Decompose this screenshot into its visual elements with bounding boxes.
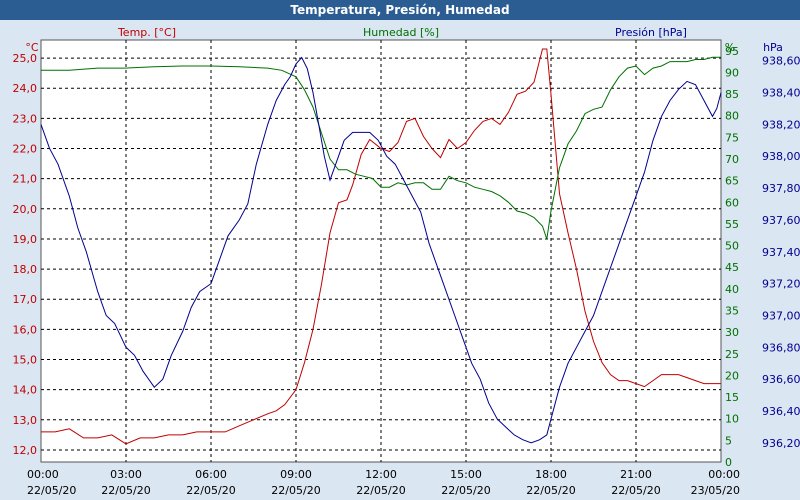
tick-label-time: 00:00 — [27, 468, 59, 481]
chart: 12,0 13,0 14,0 15,0 16,0 17,0 18,0 19,0 20,0 21,0… — [13, 26, 800, 497]
tick-label-humidity: 0 — [725, 456, 732, 469]
tick-label-humidity: 5 — [725, 434, 732, 447]
tick-label-temp: 18,0 — [13, 263, 38, 276]
tick-label-date: 22/05/20 — [611, 484, 660, 497]
tick-label-humidity: 20 — [725, 369, 739, 382]
legend-humidity: Humedad [%] — [363, 26, 439, 39]
tick-label-humidity: 45 — [725, 261, 739, 274]
tick-label-humidity: 25 — [725, 348, 739, 361]
grid — [41, 40, 721, 462]
tick-label-temp: 25,0 — [13, 52, 38, 65]
series-line-pressure — [40, 56, 722, 444]
tick-label-time: 21:00 — [620, 468, 652, 481]
tick-label-temp: 24,0 — [13, 82, 38, 95]
right-axis-unit-humidity: % — [725, 41, 735, 54]
tick-label-humidity: 50 — [725, 240, 739, 253]
tick-label-humidity: 75 — [725, 131, 739, 144]
tick-label-pressure: 936,40 — [762, 405, 800, 418]
tick-label-date: 22/05/20 — [271, 484, 320, 497]
tick-label-humidity: 35 — [725, 305, 739, 318]
tick-label-humidity: 90 — [725, 66, 739, 79]
tick-label-temp: 22,0 — [13, 143, 38, 156]
tick-label-pressure: 937,20 — [762, 278, 800, 291]
tick-label-pressure: 937,60 — [762, 214, 800, 227]
tick-label-temp: 14,0 — [13, 384, 38, 397]
tick-label-time: 18:00 — [535, 468, 567, 481]
tick-label-temp: 15,0 — [13, 354, 38, 367]
tick-label-pressure: 938,20 — [762, 118, 800, 131]
tick-label-date: 22/05/20 — [27, 484, 76, 497]
tick-label-pressure: 938,00 — [762, 150, 800, 163]
tick-label-temp: 19,0 — [13, 233, 38, 246]
tick-label-temp: 23,0 — [13, 112, 38, 125]
tick-label-date: 22/05/20 — [101, 484, 150, 497]
tick-label-temp: 12,0 — [13, 444, 38, 457]
series-line-temp — [41, 48, 721, 445]
tick-label-humidity: 80 — [725, 110, 739, 123]
tick-label-date: 22/05/20 — [186, 484, 235, 497]
window-title: Temperatura, Presión, Humedad — [0, 0, 800, 20]
series-lines — [40, 48, 722, 445]
tick-label-temp: 16,0 — [13, 323, 38, 336]
legend-temp: Temp. [°C] — [117, 26, 176, 39]
tick-label-pressure: 937,80 — [762, 182, 800, 195]
tick-label-temp: 13,0 — [13, 414, 38, 427]
tick-label-humidity: 70 — [725, 153, 739, 166]
tick-label-humidity: 30 — [725, 326, 739, 339]
tick-label-date: 22/05/20 — [441, 484, 490, 497]
tick-label-temp: 17,0 — [13, 293, 38, 306]
tick-label-humidity: 15 — [725, 391, 739, 404]
tick-label-humidity: 60 — [725, 196, 739, 209]
tick-label-pressure: 936,60 — [762, 373, 800, 386]
legend-pressure: Presión [hPa] — [615, 26, 687, 39]
tick-label-time: 15:00 — [450, 468, 482, 481]
tick-label-time: 06:00 — [195, 468, 227, 481]
tick-label-humidity: 55 — [725, 218, 739, 231]
tick-labels: 12,0 13,0 14,0 15,0 16,0 17,0 18,0 19,0 20,0 21,0… — [13, 45, 800, 497]
tick-label-humidity: 10 — [725, 413, 739, 426]
tick-label-pressure: 936,20 — [762, 437, 800, 450]
left-axis-unit: °C — [25, 41, 39, 54]
tick-label-time: 12:00 — [365, 468, 397, 481]
tick-label-date: 22/05/20 — [526, 484, 575, 497]
tick-label-humidity: 85 — [725, 88, 739, 101]
tick-label-time: 03:00 — [110, 468, 142, 481]
tick-label-humidity: 95 — [725, 45, 739, 58]
series-line-humidity — [41, 56, 721, 240]
tick-label-time: 00:00 — [708, 468, 740, 481]
tick-label-pressure: 936,80 — [762, 341, 800, 354]
right-axis-unit-pressure: hPa — [763, 41, 783, 54]
tick-label-pressure: 938,40 — [762, 87, 800, 100]
tick-label-time: 09:00 — [280, 468, 312, 481]
tick-label-pressure: 937,00 — [762, 309, 800, 322]
tick-label-date: 22/05/20 — [356, 484, 405, 497]
tick-label-humidity: 40 — [725, 283, 739, 296]
tick-label-pressure: 937,40 — [762, 246, 800, 259]
tick-label-temp: 21,0 — [13, 173, 38, 186]
tick-label-temp: 20,0 — [13, 203, 38, 216]
tick-label-date: 23/05/20 — [691, 484, 740, 497]
tick-label-humidity: 65 — [725, 175, 739, 188]
tick-label-pressure: 938,60 — [762, 55, 800, 68]
